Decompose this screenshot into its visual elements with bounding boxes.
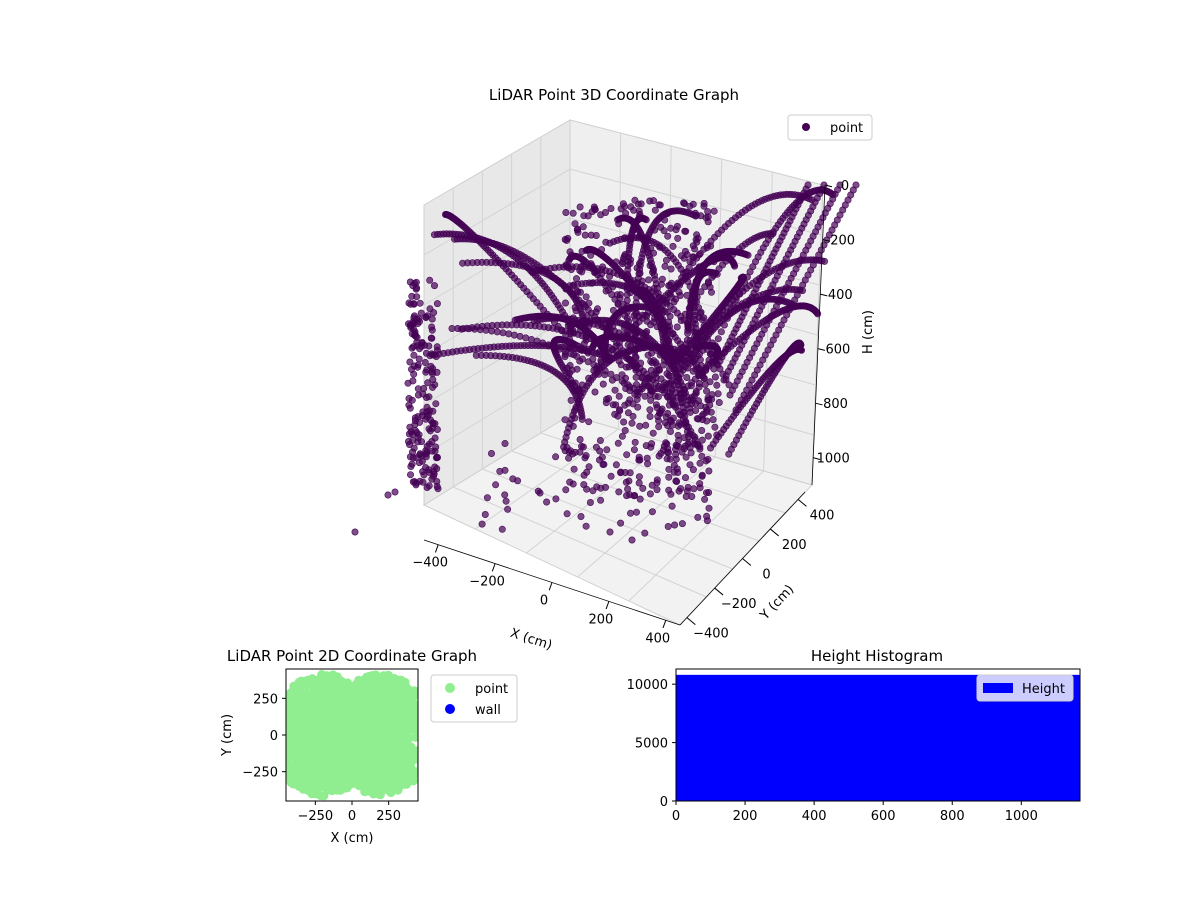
xh-tick-2: 400 [802,809,827,824]
x-axis-2d-label: X (cm) [331,831,374,846]
xh-tick-0: 0 [672,809,680,824]
point-cloud-3d [351,181,860,544]
x3d-tick-2: 0 [540,594,548,609]
x-axis-3d-label: X (cm) [508,626,554,654]
legend-2d-marker-wall [445,704,455,714]
legend-2d-label-point: point [475,682,508,697]
legend-2d-label-wall: wall [475,703,501,718]
yh-tick-2: 10000 [627,678,668,693]
x3d-tick-0: −400 [412,556,448,571]
y3d-tick-1: −200 [721,597,757,612]
y3d-tick-4: 400 [810,508,835,523]
legend-histogram-label: Height [1022,682,1065,697]
legend-2d-marker-point [445,683,455,693]
x2d-tick-2: 250 [376,809,401,824]
legend-3d-label: point [830,121,863,136]
z3d-tick-1: 200 [830,234,855,249]
xh-tick-4: 800 [940,809,965,824]
y2d-tick-0: 250 [253,692,278,707]
z3d-tick-2: 400 [828,288,853,303]
yh-tick-0: 0 [660,795,668,810]
legend-histogram: Height [976,674,1074,702]
x3d-tick-1: −200 [469,575,505,590]
x-axis-2d: −250 0 250 [297,801,401,824]
xh-tick-3: 600 [871,809,896,824]
legend-2d: point wall [430,674,518,723]
chart-3d: LiDAR Point 3D Coordinate Graph −400 −200… [351,86,876,654]
y-axis-3d-label: Y (cm) [757,582,797,624]
z-axis-3d: 0 200 400 600 800 1000 H (cm) [811,179,876,486]
legend-3d: point [787,114,873,141]
y2d-tick-2: −250 [242,766,278,781]
x2d-tick-1: 0 [348,809,356,824]
z-axis-3d-label: H (cm) [861,310,876,354]
yh-tick-1: 5000 [635,737,668,752]
chart-2d: LiDAR Point 2D Coordinate Graph −250 0 250… [220,647,518,846]
y3d-tick-3: 200 [782,538,807,553]
y3d-tick-0: −400 [693,627,729,642]
legend-histogram-swatch [983,683,1013,693]
z3d-tick-5: 1000 [817,452,850,467]
legend-3d-marker [802,123,810,131]
z3d-tick-4: 800 [823,397,848,412]
y-axis-2d: 250 0 −250 [242,692,286,781]
histogram-title: Height Histogram [811,647,943,665]
y-axis-histogram: 0 5000 10000 [627,678,676,810]
y3d-tick-2: 0 [762,568,770,583]
xh-tick-1: 200 [733,809,758,824]
z3d-tick-3: 600 [825,343,850,358]
chart-3d-title: LiDAR Point 3D Coordinate Graph [489,86,739,104]
x2d-tick-0: −250 [297,809,333,824]
point-cloud-2d [286,670,418,801]
xh-tick-5: 1000 [1005,809,1038,824]
x-axis-histogram: 0 200 400 600 800 1000 [672,801,1038,824]
x3d-tick-3: 200 [588,612,613,627]
z3d-tick-0: 0 [841,179,849,194]
chart-2d-title: LiDAR Point 2D Coordinate Graph [227,647,477,665]
x3d-tick-4: 400 [645,631,670,646]
y2d-tick-1: 0 [270,729,278,744]
y-axis-2d-label: Y (cm) [220,714,235,757]
chart-histogram: Height Histogram 0 200 400 600 800 1000 0 5000… [627,647,1081,824]
